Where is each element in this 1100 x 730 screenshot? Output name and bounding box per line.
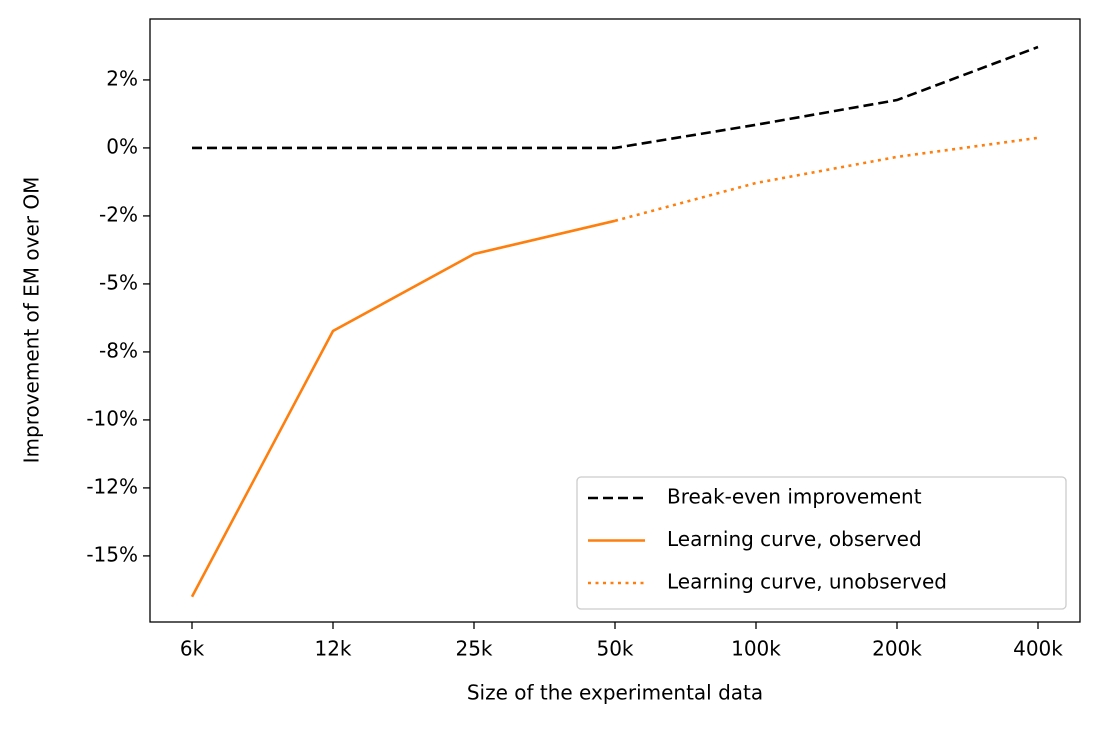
y-tick-label: -12% xyxy=(86,474,138,498)
y-tick-label: 2% xyxy=(106,66,138,90)
y-tick-label: -8% xyxy=(99,338,138,362)
x-tick-label: 6k xyxy=(180,637,205,661)
line xyxy=(192,45,1039,150)
y-tick-label: -15% xyxy=(86,542,138,566)
x-tick-label: 200k xyxy=(872,637,922,661)
x-tick-label: 100k xyxy=(731,637,781,661)
legend-label: Learning curve, unobserved xyxy=(667,570,947,594)
legend-label: Break-even improvement xyxy=(667,485,922,509)
y-tick-label: -5% xyxy=(99,270,138,294)
y-tick-label: -2% xyxy=(99,202,138,226)
line xyxy=(190,219,616,598)
x-tick-label: 50k xyxy=(596,637,633,661)
legend-label: Learning curve, observed xyxy=(667,527,922,551)
y-tick-label: -10% xyxy=(86,406,138,430)
y-tick-label: 0% xyxy=(106,134,138,158)
x-tick-label: 12k xyxy=(314,637,351,661)
line xyxy=(614,136,1039,223)
x-tick-label: 25k xyxy=(455,637,492,661)
y-axis-label: Improvement of EM over OM xyxy=(20,177,44,464)
x-tick-label: 400k xyxy=(1013,637,1063,661)
plot-frame xyxy=(149,18,1081,623)
x-axis-label: Size of the experimental data xyxy=(467,681,763,705)
legend-box xyxy=(576,476,1067,610)
